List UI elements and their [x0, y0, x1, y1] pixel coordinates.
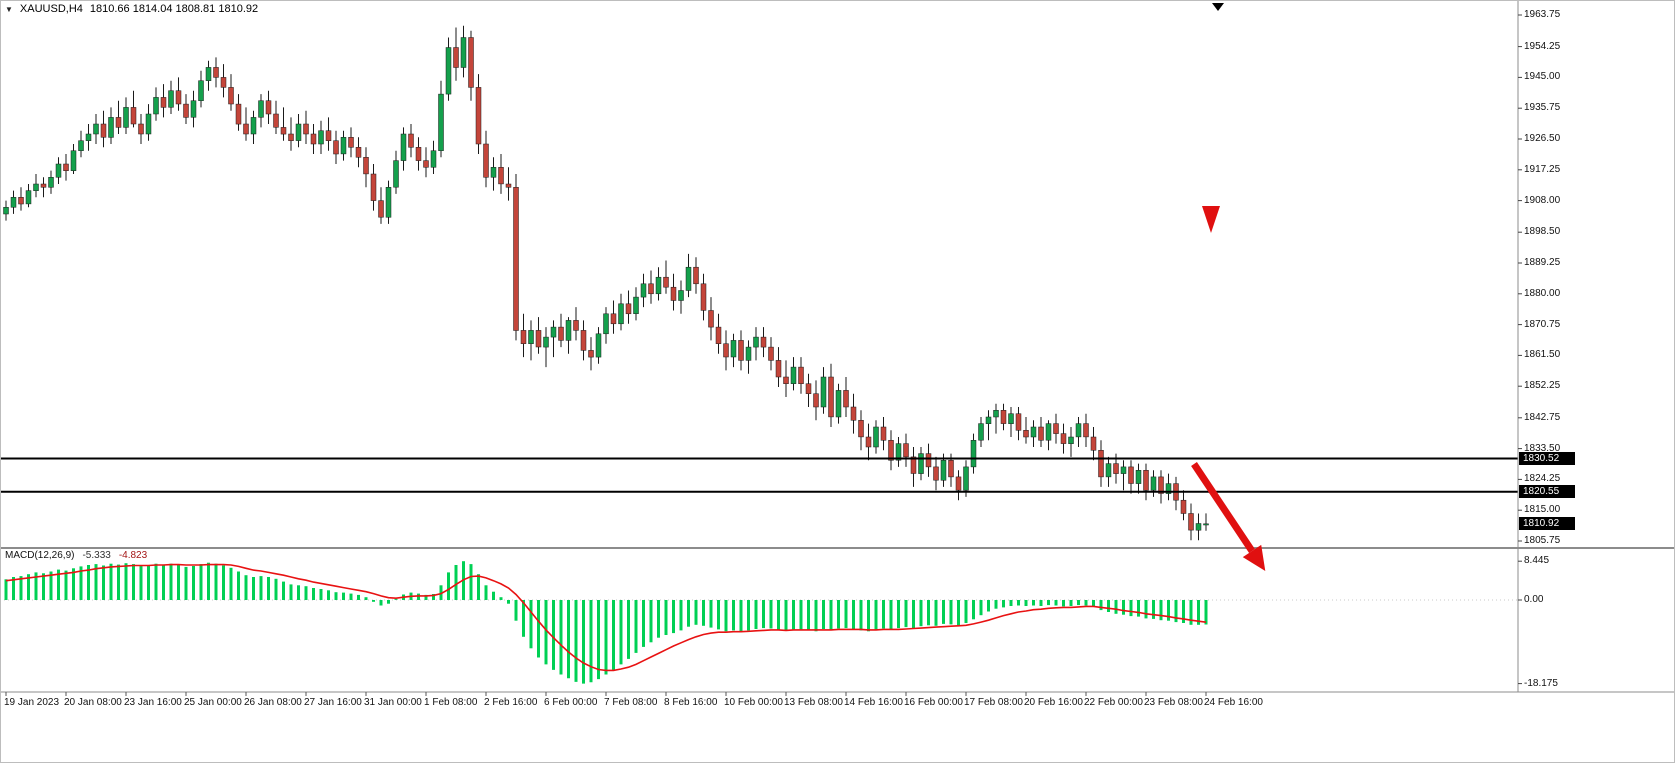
- macd-main-value: -5.333: [82, 550, 111, 561]
- macd-signal-value: -4.823: [118, 550, 148, 561]
- panel-separators[interactable]: [0, 0, 1675, 693]
- axis-ticks: [5, 14, 1522, 696]
- chart-shift-marker[interactable]: [1212, 3, 1224, 11]
- symbol-info-bar: ▼ XAUUSD,H4 1810.66 1814.04 1808.81 1810…: [5, 3, 258, 15]
- candle-wicks-layer: [5, 25, 1207, 541]
- candle-bodies-layer[interactable]: [3, 37, 1209, 531]
- annotation-arrows[interactable]: [1191, 206, 1266, 571]
- macd-indicator-label: MACD(12,26,9) -5.333 -4.823: [5, 550, 147, 561]
- macd-name: MACD(12,26,9): [5, 550, 75, 561]
- projection-arrow[interactable]: [1191, 462, 1255, 553]
- horizontal-lines-layer[interactable]: [0, 457, 1518, 493]
- symbol-title: XAUUSD,H4: [19, 3, 83, 15]
- ohlc-values: 1810.66 1814.04 1808.81 1810.92: [89, 3, 259, 15]
- projection-arrow-head[interactable]: [1242, 544, 1266, 571]
- chart-menu-icon[interactable]: ▼: [5, 4, 13, 14]
- macd-signal-line: [5, 563, 1207, 672]
- macd-histogram: [4, 561, 1208, 684]
- sell-arrow[interactable]: [1202, 206, 1220, 233]
